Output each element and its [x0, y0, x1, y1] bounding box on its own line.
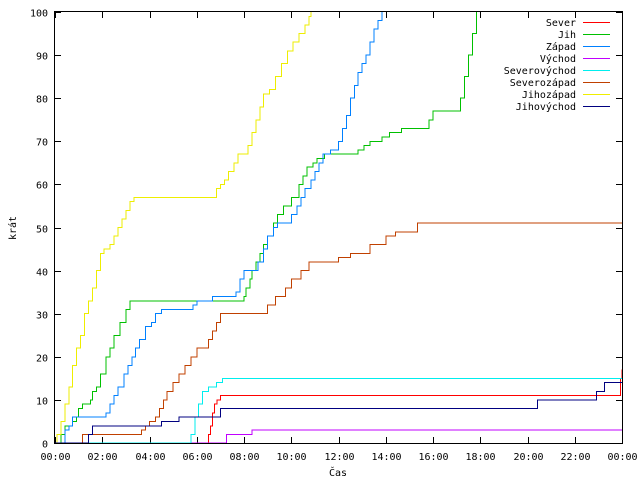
y-tick-label: 0: [42, 440, 48, 451]
legend: SeverJihZápadVýchodSeverovýchodSeverozáp…: [504, 18, 610, 113]
y-tick-label: 50: [36, 225, 48, 236]
y-tick-label: 90: [36, 52, 48, 63]
series-line-4: [55, 377, 622, 444]
legend-label: Severozápad: [510, 77, 576, 89]
x-tick-label: 02:00: [87, 452, 117, 463]
x-tick-label: 14:00: [371, 452, 401, 463]
legend-label: Západ: [546, 41, 576, 53]
series-line-5: [55, 222, 622, 444]
series-line-3: [55, 429, 622, 444]
x-tick-label: 20:00: [513, 452, 543, 463]
series-line-0: [55, 369, 623, 444]
x-tick-label: 10:00: [276, 452, 306, 463]
x-axis-title: Čas: [329, 466, 347, 479]
x-tick-label: 16:00: [418, 452, 448, 463]
x-tick-label: 08:00: [229, 452, 259, 463]
series-line-2: [55, 12, 383, 444]
y-tick-label: 20: [36, 354, 48, 365]
tick-labels: 00:00 02:00 04:00 06:00 08:00 10:00 12:00 14:00…: [30, 9, 638, 464]
legend-label: Jih: [558, 30, 576, 41]
series-line-6: [55, 12, 312, 444]
y-tick-label: 70: [36, 138, 48, 149]
y-tick-label: 60: [36, 181, 48, 192]
series-line-7: [55, 382, 622, 444]
x-tick-label: 18:00: [465, 452, 495, 463]
y-tick-label: 10: [36, 397, 48, 408]
x-tick-label: 22:00: [560, 452, 590, 463]
legend-label: Sever: [546, 18, 576, 29]
plot-frame: [54, 11, 623, 444]
x-tick-label: 00:00: [607, 452, 637, 463]
y-tick-label: 40: [36, 268, 48, 279]
y-tick-label: 30: [36, 311, 48, 322]
legend-label: Jihovýchod: [516, 101, 576, 113]
x-tick-label: 12:00: [324, 452, 354, 463]
legend-label: Severovýchod: [504, 65, 576, 77]
legend-label: Východ: [540, 53, 576, 65]
x-tick-label: 04:00: [135, 452, 165, 463]
y-tick-label: 80: [36, 95, 48, 106]
x-tick-label: 06:00: [182, 452, 212, 463]
legend-label: Jihozápad: [522, 89, 576, 101]
series-lines: [55, 12, 623, 444]
x-tick-label: 00:00: [40, 452, 70, 463]
y-tick-label: 100: [30, 9, 48, 20]
y-axis-title: krát: [7, 216, 19, 240]
